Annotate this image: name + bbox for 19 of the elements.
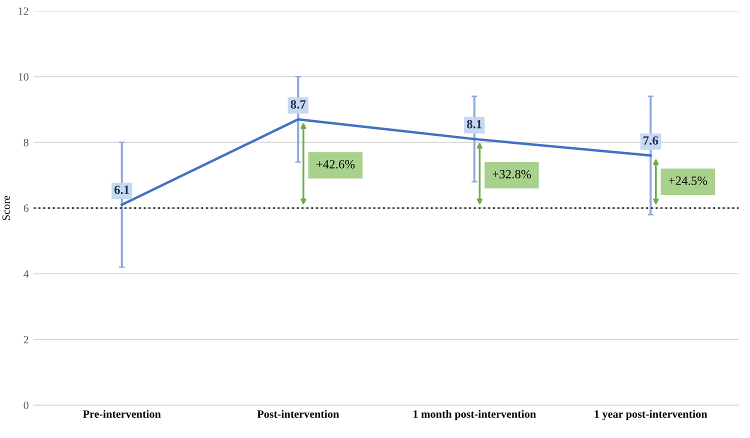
y-tick-label: 0 [24, 402, 28, 410]
x-tick-label: 1 year post-intervention [594, 410, 708, 420]
y-tick-label: 6 [24, 204, 29, 212]
annotation: +24.5% [668, 176, 708, 185]
y-tick-label: 2 [24, 336, 28, 344]
data-label: 7.6 [644, 136, 658, 145]
y-tick-label: 10 [18, 73, 28, 81]
y-tick-label: 4 [24, 270, 29, 278]
y-tick-label: 12 [18, 7, 28, 15]
data-label: 6.1 [114, 186, 130, 194]
annotation: +32.8% [492, 170, 531, 178]
x-tick-label: Post-intervention [257, 410, 339, 418]
x-tick-label: 1 month post-intervention [414, 410, 536, 420]
data-label: 8.1 [466, 120, 482, 128]
y-axis-title: Score [2, 196, 10, 220]
annotation: +42.6% [316, 160, 355, 169]
x-tick-label: Pre-intervention [82, 410, 161, 418]
y-tick-label: 8 [24, 138, 28, 146]
data-label: 8.7 [290, 100, 306, 109]
